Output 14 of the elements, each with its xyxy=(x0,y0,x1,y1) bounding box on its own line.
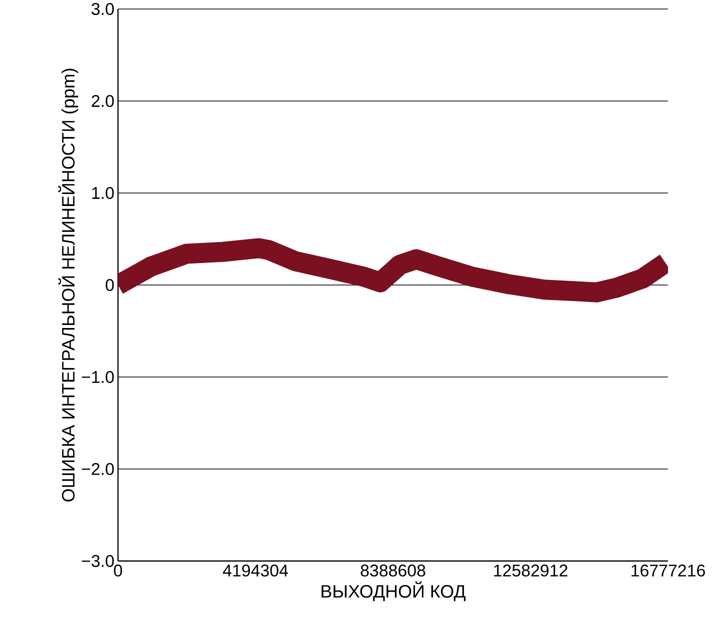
y-tick-label: 0 xyxy=(106,279,114,291)
x-tick-label: 4194304 xyxy=(222,564,288,577)
x-tick-label: 16777216 xyxy=(632,564,705,577)
y-tick-label: −3.0 xyxy=(82,555,114,567)
y-tick-label: −2.0 xyxy=(82,463,114,475)
y-tick-label: −1.0 xyxy=(82,371,114,383)
y-tick-label: 1.0 xyxy=(92,187,114,199)
x-tick-label: 0 xyxy=(114,564,122,577)
y-axis-title: ОШИБКА ИНТЕГРАЛЬНОЙ НЕЛИНЕЙНОСТИ (ppm) xyxy=(58,68,78,502)
y-tick-label: 3.0 xyxy=(92,2,114,15)
x-tick-label: 12582912 xyxy=(494,564,568,577)
x-axis-title: ВЫХОДНОЙ КОД xyxy=(322,581,466,602)
y-tick-label: 2.0 xyxy=(92,95,114,107)
x-tick-label: 8388608 xyxy=(360,564,426,577)
